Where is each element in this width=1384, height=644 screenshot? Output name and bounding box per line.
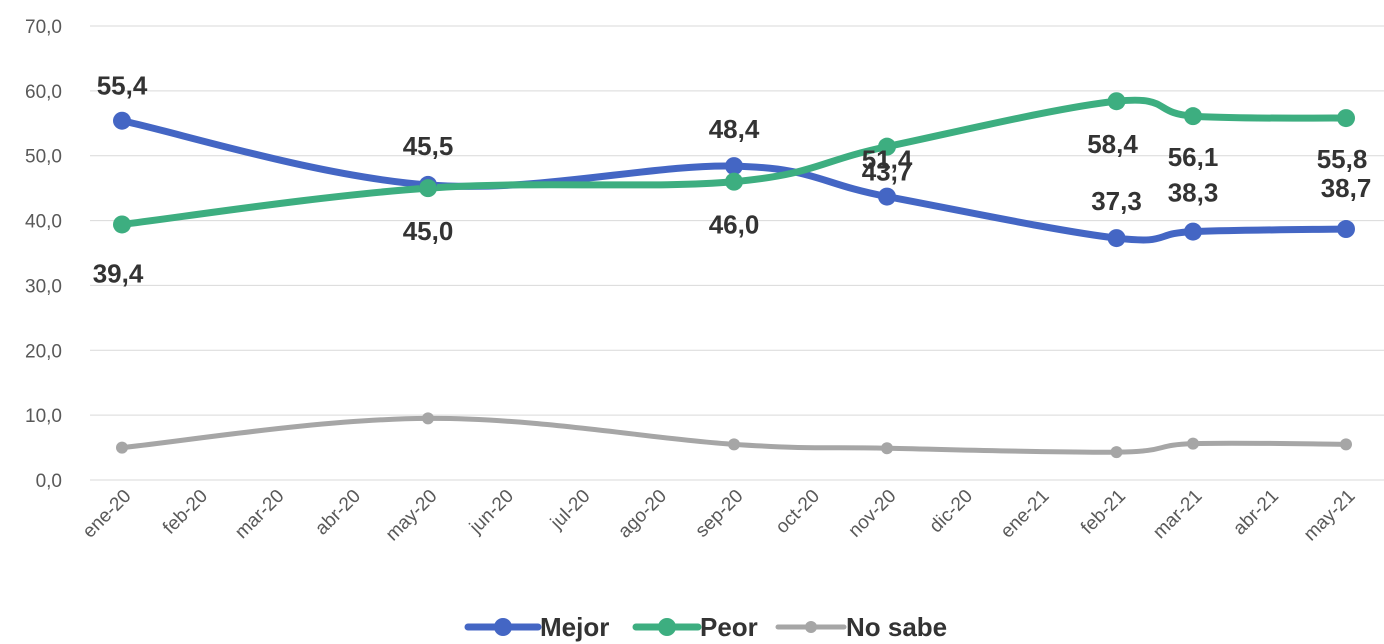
data-point [113,215,131,234]
y-axis-ticks: 0,0 10,0 20,0 30,0 40,0 50,0 60,0 70,0 [25,17,62,492]
data-point [419,179,437,198]
series-line-peor [118,96,1350,228]
x-tick-label: dic-20 [926,486,977,537]
legend-label: Mejor [540,612,609,642]
data-point [725,172,743,191]
data-point [1107,229,1126,248]
y-tick-label: 30,0 [25,276,62,297]
x-tick-label: may-21 [1300,486,1360,546]
data-point [878,187,896,206]
x-axis-ticks: ene-20 feb-20 mar-20 abr-20 may-20 jun-20 jul-… [79,486,1360,546]
x-tick-label: feb-20 [159,486,212,539]
data-label: 46,0 [709,210,760,240]
legend-label: Peor [700,612,758,642]
data-labels: 55,4 45,5 48,4 43,7 37,3 38,3 38,7 39,4 45,0 46,0… [93,71,1372,289]
x-tick-label: jun-20 [465,486,518,539]
data-point [1187,437,1199,450]
series-line-no-sabe [119,415,1349,455]
x-tick-label: nov-20 [845,486,901,542]
x-tick-label: ene-21 [997,486,1054,543]
data-point [422,412,434,425]
y-tick-label: 0,0 [36,471,62,492]
x-tick-label: ago-20 [614,486,671,543]
y-tick-label: 40,0 [25,212,62,233]
y-tick-label: 20,0 [25,341,62,362]
data-label: 58,4 [1087,129,1138,159]
gridlines [90,25,1384,481]
data-label: 48,4 [709,114,760,144]
x-tick-label: may-20 [382,486,442,546]
data-label: 56,1 [1168,142,1219,172]
data-label: 38,3 [1168,178,1219,208]
legend-swatch-marker [494,618,512,636]
data-point [1340,438,1352,451]
legend-item-mejor: Mejor [464,612,609,642]
x-tick-label: ene-20 [79,486,136,543]
series-lines [118,96,1350,455]
y-tick-label: 50,0 [25,147,62,168]
x-tick-label: jul-20 [546,486,594,534]
data-point [728,438,740,451]
data-point [725,157,743,176]
y-tick-label: 10,0 [25,406,62,427]
x-tick-label: mar-21 [1149,486,1206,543]
data-label: 45,0 [403,216,454,246]
x-tick-label: mar-20 [231,486,288,543]
legend-item-no-sabe: No sabe [775,612,947,642]
data-point [1337,220,1355,239]
data-point [1110,446,1123,459]
legend-item-peor: Peor [632,612,758,642]
data-point [878,137,896,156]
legend-swatch-marker [658,618,676,636]
data-label: 43,7 [862,157,913,187]
x-tick-label: sep-20 [692,486,748,542]
data-point [1337,109,1355,128]
data-label: 45,5 [403,131,454,161]
legend-swatch-marker [805,621,817,633]
series-markers [113,92,1355,459]
data-label: 38,7 [1321,173,1372,203]
x-tick-label: abr-20 [311,486,365,540]
data-point [113,111,131,130]
data-label: 39,4 [93,258,144,288]
x-tick-label: abr-21 [1229,486,1283,540]
data-label: 51,4 [862,145,913,175]
y-tick-label: 60,0 [25,82,62,103]
data-point [116,441,128,454]
data-point [1107,92,1126,111]
legend-label: No sabe [846,612,947,642]
legend: Mejor Peor No sabe [464,612,947,642]
data-point [881,442,893,455]
data-label: 55,8 [1317,144,1368,174]
data-point [1184,222,1202,241]
data-point [1184,107,1202,126]
data-label: 55,4 [97,71,148,101]
data-label: 37,3 [1091,186,1142,216]
x-tick-label: feb-21 [1077,486,1130,539]
y-tick-label: 70,0 [25,17,62,38]
x-tick-label: oct-20 [772,486,824,538]
